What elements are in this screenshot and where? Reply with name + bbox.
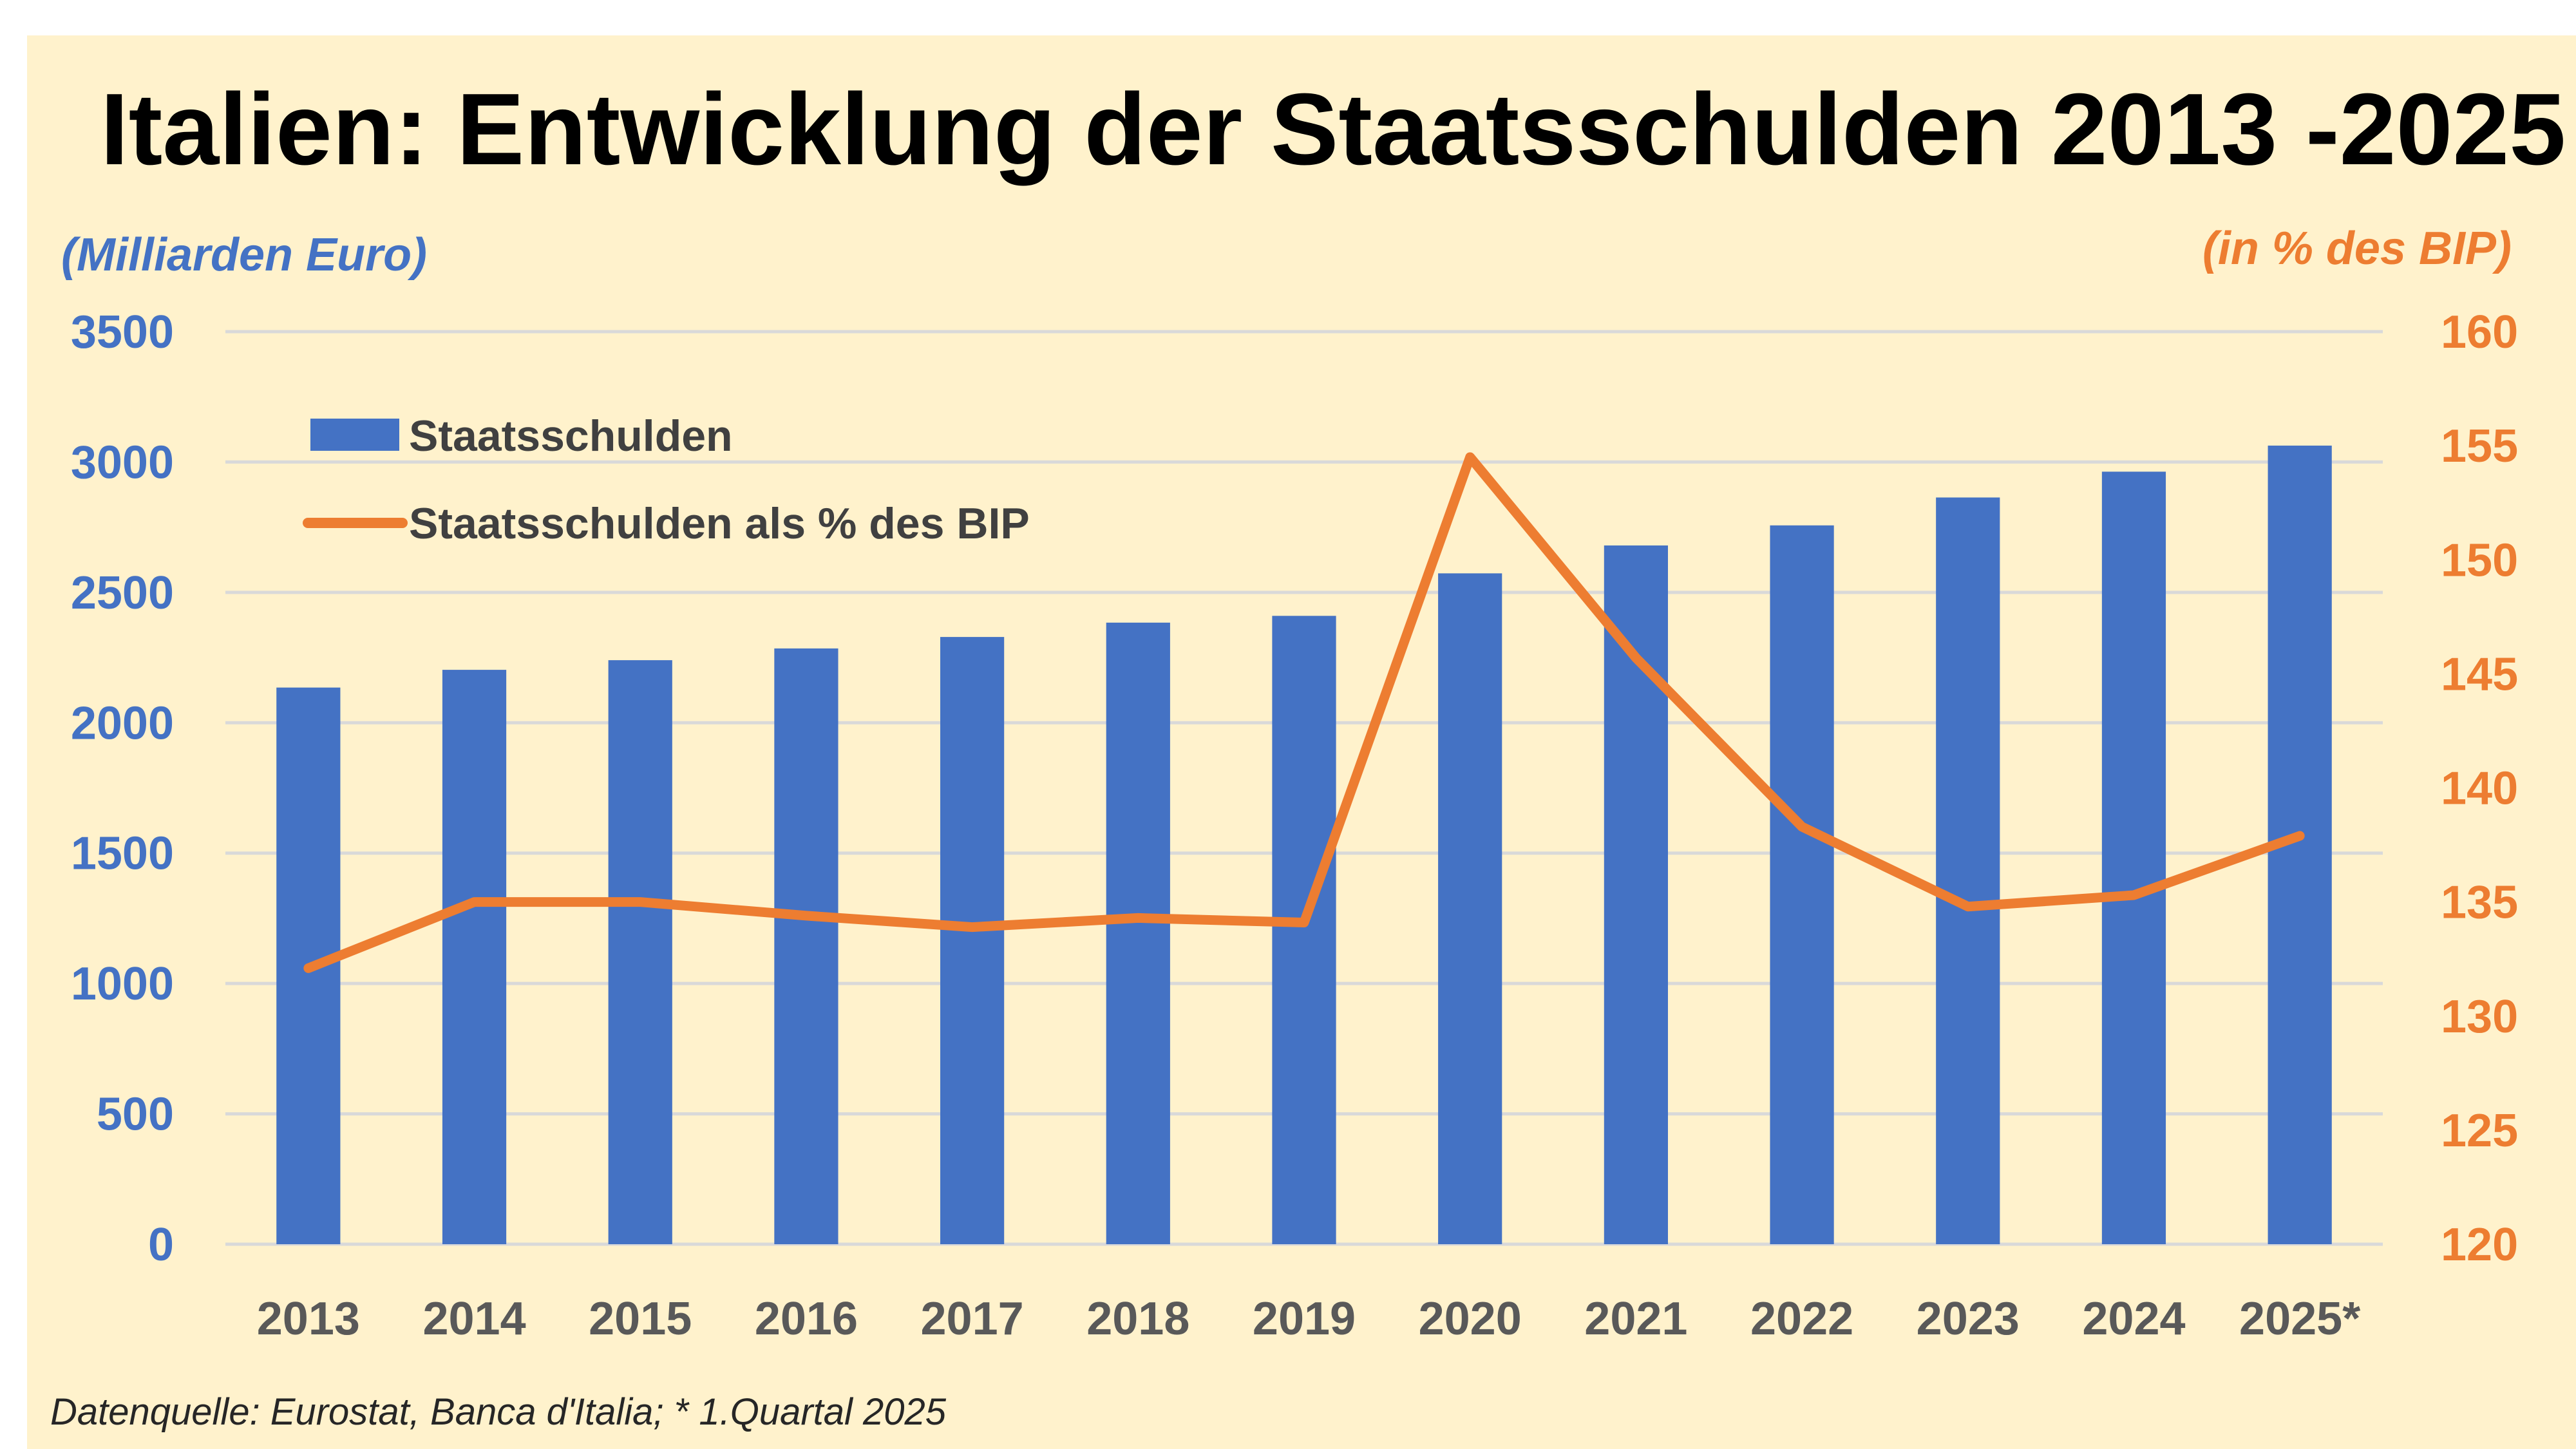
right-tick-label: 150 (2441, 535, 2518, 586)
right-tick-label: 125 (2441, 1105, 2518, 1157)
x-tick-label: 2020 (1419, 1293, 1522, 1345)
left-axis-label: (Milliarden Euro) (61, 229, 427, 281)
left-tick-label: 2500 (71, 567, 174, 619)
right-tick-label: 145 (2441, 649, 2518, 700)
bar (1604, 545, 1668, 1244)
x-tick-label: 2013 (257, 1293, 360, 1345)
source-note: Datenquelle: Eurostat, Banca d'Italia; *… (50, 1391, 947, 1433)
bar (774, 648, 838, 1244)
line-series (303, 452, 2305, 973)
line-point (1631, 653, 1641, 663)
x-tick-label: 2022 (1750, 1293, 1853, 1345)
line-point (967, 922, 977, 932)
x-tick-label: 2019 (1253, 1293, 1356, 1345)
x-tick-label: 2023 (1917, 1293, 2020, 1345)
legend-line-label: Staatsschulden als % des BIP (409, 499, 1030, 548)
x-tick-label: 2024 (2082, 1293, 2185, 1345)
bar (2101, 471, 2166, 1245)
bar (1936, 497, 2000, 1244)
bar-series (276, 445, 2332, 1245)
line-point (1133, 913, 1143, 923)
legend: Staatsschulden Staatsschulden als % des … (303, 412, 1030, 548)
left-tick-label: 3500 (71, 307, 174, 358)
chart-title: Italien: Entwicklung der Staatsschulden … (100, 73, 2566, 186)
line-point (2295, 831, 2305, 840)
bar (608, 660, 672, 1244)
line-point (469, 897, 479, 907)
right-axis-ticks: 120 125 130 135 140 145 150 155 160 (2441, 307, 2518, 1271)
right-tick-label: 135 (2441, 877, 2518, 929)
left-tick-label: 2000 (71, 697, 174, 749)
x-tick-label: 2015 (589, 1293, 692, 1345)
bar (442, 670, 507, 1244)
x-tick-label: 2017 (921, 1293, 1024, 1345)
bar (1106, 622, 1170, 1244)
x-tick-label: 2016 (755, 1293, 858, 1345)
legend-bar-swatch (310, 419, 399, 451)
line-point (636, 897, 645, 907)
line-point (2129, 890, 2139, 900)
line-point (1465, 452, 1475, 462)
line-point (801, 911, 811, 920)
bar (1272, 616, 1336, 1244)
bar (940, 637, 1005, 1244)
right-tick-label: 120 (2441, 1219, 2518, 1271)
x-tick-label: 2018 (1086, 1293, 1189, 1345)
x-axis-ticks: 2013 2014 2015 2016 2017 2018 2019 2020 2021 2022… (257, 1293, 2360, 1345)
x-tick-label: 2025* (2239, 1293, 2360, 1345)
right-tick-label: 130 (2441, 991, 2518, 1043)
x-tick-label: 2021 (1584, 1293, 1687, 1345)
legend-bar-label: Staatsschulden (409, 412, 733, 460)
left-tick-label: 3000 (71, 437, 174, 488)
line-point (1300, 918, 1309, 927)
left-tick-label: 0 (148, 1219, 174, 1271)
left-tick-label: 500 (97, 1089, 174, 1141)
line-point (1963, 902, 1973, 911)
right-tick-label: 160 (2441, 307, 2518, 358)
line-point (303, 963, 313, 973)
left-tick-label: 1000 (71, 958, 174, 1010)
left-axis-ticks: 0 500 1000 1500 2000 2500 3000 3500 (71, 307, 174, 1271)
left-tick-label: 1500 (71, 828, 174, 880)
line-point (1797, 822, 1807, 831)
right-tick-label: 140 (2441, 763, 2518, 815)
bar (1438, 573, 1502, 1245)
right-axis-label: (in % des BIP) (2202, 223, 2512, 274)
right-tick-label: 155 (2441, 421, 2518, 472)
x-tick-label: 2014 (422, 1293, 526, 1345)
bar (1770, 525, 1834, 1244)
